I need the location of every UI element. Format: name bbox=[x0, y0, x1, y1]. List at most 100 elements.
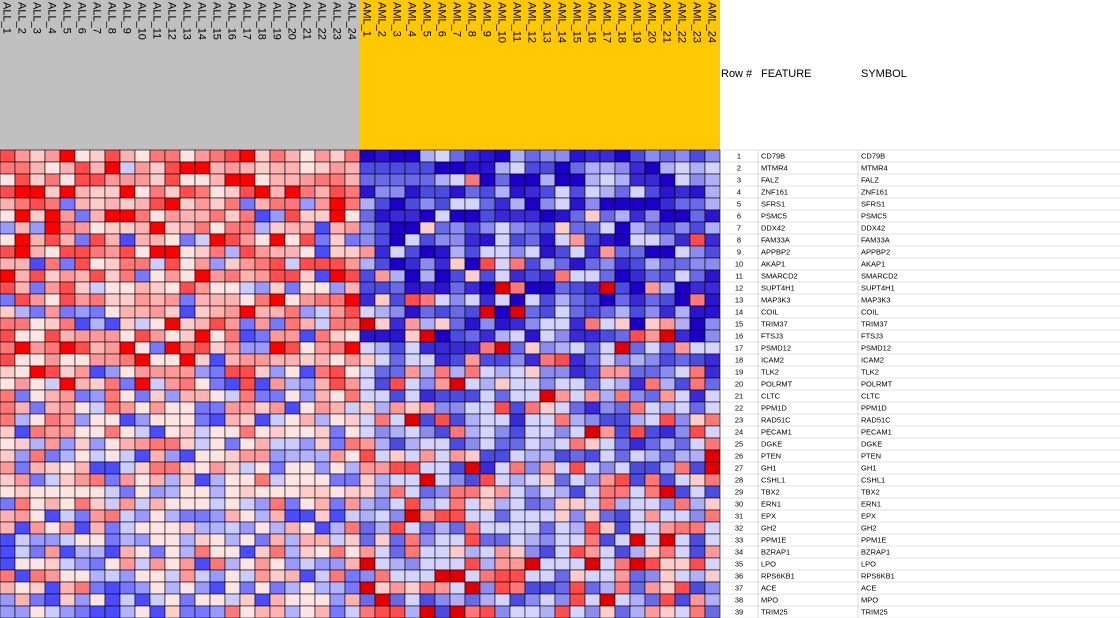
heatmap-cell bbox=[29, 305, 46, 319]
heatmap-cell bbox=[104, 293, 121, 307]
heatmap-cell bbox=[14, 377, 31, 391]
heatmap-cell bbox=[29, 161, 46, 175]
heatmap-cell bbox=[14, 521, 31, 535]
heatmap-cell bbox=[149, 377, 166, 391]
feature-label: PPM1E bbox=[761, 536, 786, 545]
heatmap-cell bbox=[659, 533, 676, 547]
heatmap-cell bbox=[449, 209, 466, 223]
heatmap-cell bbox=[509, 461, 526, 475]
heatmap-cell bbox=[239, 509, 256, 523]
heatmap-cell bbox=[359, 425, 376, 439]
symbol-label: SFRS1 bbox=[861, 200, 885, 209]
heatmap-cell bbox=[674, 353, 691, 367]
heatmap-cell bbox=[59, 437, 76, 451]
heatmap-cell bbox=[74, 593, 91, 607]
symbol-label: EPX bbox=[861, 512, 876, 521]
heatmap-cell bbox=[254, 161, 271, 175]
heatmap-cell bbox=[0, 581, 16, 595]
heatmap-cell bbox=[479, 581, 496, 595]
heatmap-cell bbox=[374, 305, 391, 319]
heatmap-cell bbox=[524, 149, 541, 163]
heatmap-cell bbox=[539, 485, 556, 499]
heatmap-cell bbox=[254, 293, 271, 307]
feature-label: COIL bbox=[761, 308, 779, 317]
heatmap-cell bbox=[59, 281, 76, 295]
heatmap-cell bbox=[14, 197, 31, 211]
heatmap-cell bbox=[629, 173, 646, 187]
heatmap-cell bbox=[0, 593, 16, 607]
heatmap-cell bbox=[119, 233, 136, 247]
heatmap-cell bbox=[374, 209, 391, 223]
heatmap-cell bbox=[59, 425, 76, 439]
heatmap-cell bbox=[674, 341, 691, 355]
heatmap-cell bbox=[404, 581, 421, 595]
heatmap-cell bbox=[359, 257, 376, 271]
heatmap-cell bbox=[0, 185, 16, 199]
row-number: 25 bbox=[735, 440, 743, 449]
heatmap-cell bbox=[89, 365, 106, 379]
heatmap-cell bbox=[74, 473, 91, 487]
heatmap-cell bbox=[149, 389, 166, 403]
heatmap-cell bbox=[404, 221, 421, 235]
heatmap-cell bbox=[134, 449, 151, 463]
heatmap-cell bbox=[704, 437, 721, 451]
heatmap-cell bbox=[404, 437, 421, 451]
heatmap-cell bbox=[434, 221, 451, 235]
heatmap-cell bbox=[584, 581, 601, 595]
heatmap-cell bbox=[29, 209, 46, 223]
heatmap-cell bbox=[644, 413, 661, 427]
heatmap-cell bbox=[494, 341, 511, 355]
heatmap-cell bbox=[374, 317, 391, 331]
heatmap-cell bbox=[689, 281, 706, 295]
heatmap-cell bbox=[374, 581, 391, 595]
heatmap-cell bbox=[329, 221, 346, 235]
heatmap-cell bbox=[89, 209, 106, 223]
heatmap-cell bbox=[269, 281, 286, 295]
heatmap-cell bbox=[659, 317, 676, 331]
heatmap-cell bbox=[179, 245, 196, 259]
heatmap-cell bbox=[104, 449, 121, 463]
heatmap-cell bbox=[404, 353, 421, 367]
heatmap-cell bbox=[359, 581, 376, 595]
heatmap-cell bbox=[59, 197, 76, 211]
heatmap-cell bbox=[689, 449, 706, 463]
heatmap-cell bbox=[179, 389, 196, 403]
heatmap-cell bbox=[164, 401, 181, 415]
heatmap-cell bbox=[314, 161, 331, 175]
heatmap-cell bbox=[14, 257, 31, 271]
heatmap-cell bbox=[284, 245, 301, 259]
heatmap-cell bbox=[149, 293, 166, 307]
heatmap-cell bbox=[119, 305, 136, 319]
heatmap-cell bbox=[254, 533, 271, 547]
heatmap-cell bbox=[434, 365, 451, 379]
heatmap-cell bbox=[104, 413, 121, 427]
feature-label: PTEN bbox=[761, 452, 781, 461]
heatmap-cell bbox=[179, 449, 196, 463]
heatmap-cell bbox=[599, 605, 616, 618]
heatmap-cell bbox=[419, 209, 436, 223]
heatmap-cell bbox=[539, 149, 556, 163]
heatmap-cell bbox=[689, 269, 706, 283]
heatmap-cell bbox=[479, 185, 496, 199]
heatmap-cell bbox=[239, 257, 256, 271]
heatmap-cell bbox=[194, 425, 211, 439]
heatmap-cell bbox=[344, 545, 361, 559]
heatmap-cell bbox=[629, 593, 646, 607]
heatmap-cell bbox=[104, 377, 121, 391]
heatmap-cell bbox=[464, 161, 481, 175]
heatmap-cell bbox=[164, 221, 181, 235]
heatmap-cell bbox=[224, 377, 241, 391]
heatmap-cell bbox=[554, 245, 571, 259]
heatmap-cell bbox=[659, 461, 676, 475]
heatmap-cell bbox=[269, 377, 286, 391]
row-number-header: Row # bbox=[721, 68, 753, 80]
symbol-label: FAM33A bbox=[861, 236, 890, 245]
heatmap-cell bbox=[674, 329, 691, 343]
feature-label: RAD51C bbox=[761, 416, 791, 425]
heatmap-cell bbox=[374, 593, 391, 607]
heatmap-cell bbox=[14, 497, 31, 511]
heatmap-cell bbox=[119, 353, 136, 367]
heatmap-cell bbox=[74, 401, 91, 415]
feature-label: TLK2 bbox=[761, 368, 779, 377]
heatmap-cell bbox=[134, 401, 151, 415]
